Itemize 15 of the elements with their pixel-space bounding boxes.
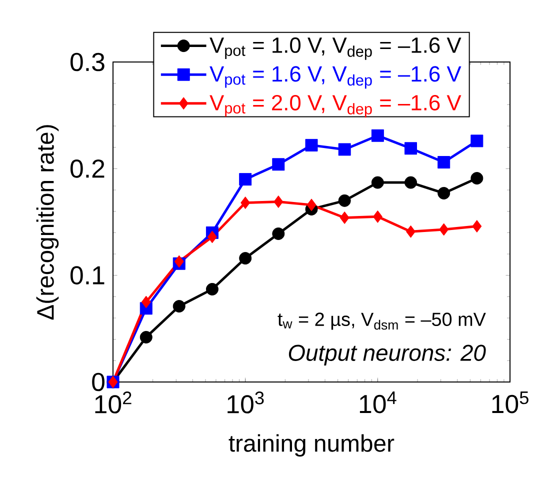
y-tick-label: 0.3 xyxy=(70,52,104,72)
y-tick-label: 0.2 xyxy=(70,159,104,178)
y-axis-title: Δ(recognition rate) xyxy=(36,125,59,320)
y-tick-label: 0.1 xyxy=(70,266,104,284)
x-tick-label: 10$^{2}$ xyxy=(95,392,132,414)
legend-label: V$_{pot}$ = 1.6 V, V$_{dep}$ = –1.6 V xyxy=(210,66,462,89)
legend-label: V$_{pot}$ = 1.0 V, V$_{dep}$ = –1.6 V xyxy=(210,37,462,60)
x-tick-label: 10$^{5}$ xyxy=(492,392,528,414)
x-tick-label: 10$^{4}$ xyxy=(360,392,396,414)
legend-label: V$_{pot}$ = 2.0 V, V$_{dep}$ = –1.6 V xyxy=(210,94,462,118)
annotation: t$_{w}$ = 2 µs, V$_{dsm}$ = –50 mV xyxy=(278,312,486,330)
x-axis-title: training number xyxy=(228,434,394,457)
annotation: Output neurons: 20 xyxy=(288,344,486,366)
y-tick-label: 0 xyxy=(92,372,104,392)
x-tick-label: 10$^{3}$ xyxy=(228,392,264,414)
